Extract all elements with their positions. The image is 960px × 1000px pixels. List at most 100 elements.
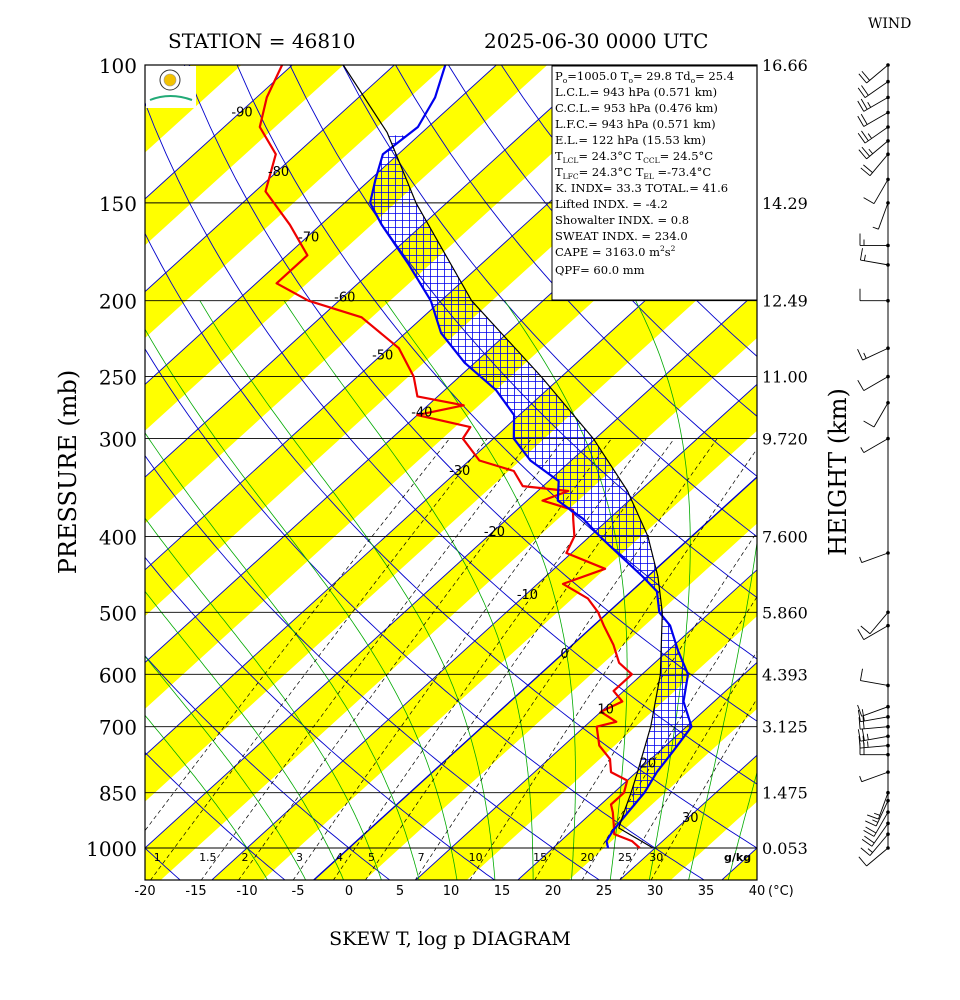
- wind-barb-half-feather: [872, 819, 879, 823]
- isotherm-label: -40: [411, 406, 432, 421]
- wind-barb: [859, 668, 890, 688]
- cape-hatched-area: [371, 135, 692, 828]
- mixing-ratio-label: 1: [154, 851, 161, 864]
- wind-barb-feather: [861, 709, 865, 722]
- wind-barb-staff: [871, 823, 889, 847]
- wind-barb-half-feather: [868, 148, 874, 155]
- wind-barb-staff: [860, 259, 889, 266]
- wind-barb-feather: [865, 826, 877, 834]
- height-tick-label: 9.720: [762, 430, 808, 449]
- dewpoint-line: [369, 65, 693, 849]
- wind-barb: [859, 742, 890, 757]
- mixing-ratio-label: 2: [242, 851, 249, 864]
- wind-barb: [859, 248, 890, 267]
- yellow-band: [145, 65, 344, 246]
- isotherm-label: 20: [640, 757, 657, 772]
- mixing-ratio-line: [332, 438, 647, 880]
- height-tick-label: 0.053: [762, 839, 808, 858]
- stat-tlcl-tccl: TLCL= 24.3°C TCCL= 24.5°C: [555, 149, 713, 165]
- wind-barb-feather: [860, 167, 871, 177]
- wind-barb-dot: [886, 110, 890, 115]
- wind-barb-staff: [878, 202, 889, 230]
- mixing-ratio-label: 1.5: [199, 851, 217, 864]
- wind-barb-half-feather: [859, 775, 863, 782]
- station-logo: [146, 66, 196, 108]
- mixing-ratio-line: [145, 438, 450, 832]
- moist-adiabat-line: [145, 328, 458, 880]
- wind-barb-staff: [866, 847, 889, 867]
- temperature-tick-label: -20: [134, 884, 155, 899]
- wind-barb-feather: [858, 73, 867, 84]
- height-tick-label: 14.29: [762, 194, 808, 213]
- moist-adiabat-line: [145, 655, 307, 880]
- wind-barb-half-feather: [866, 733, 869, 740]
- pressure-tick-label: 150: [99, 192, 137, 216]
- pressure-tick-label: 400: [99, 525, 137, 549]
- pressure-tick-label: 600: [99, 663, 137, 687]
- wind-barb-feather: [862, 716, 865, 729]
- wind-barb: [863, 177, 890, 205]
- isotherm-line: [925, 48, 960, 881]
- wind-barb-feather: [858, 736, 861, 749]
- wind-barb-staff: [861, 771, 889, 783]
- moist-adiabat-line: [145, 517, 382, 880]
- wind-barb-feather: [860, 847, 871, 856]
- wind-barb-feather: [859, 248, 863, 261]
- mixing-unit-label: g/kg: [724, 851, 751, 864]
- wind-barb-feather: [857, 704, 863, 717]
- wind-barb: [866, 790, 890, 820]
- temperature-tick-label: 10: [443, 884, 460, 899]
- wind-barb-staff: [869, 833, 889, 856]
- wind-barb-staff: [862, 347, 889, 361]
- wind-barb-staff: [860, 726, 889, 730]
- moist-adiabat-line: [283, 300, 534, 880]
- wind-barb-staff: [864, 81, 889, 99]
- mixing-ratio-label: 30: [649, 851, 663, 864]
- pressure-axis-label: PRESSURE (mb): [54, 370, 82, 575]
- wind-barb-feather: [858, 856, 867, 867]
- pressure-tick-label: 100: [99, 54, 137, 78]
- isotherm-label: -50: [372, 349, 393, 364]
- moist-adiabat-line: [145, 590, 345, 880]
- wind-barb: [860, 152, 890, 177]
- wind-barb-staff: [861, 552, 889, 564]
- mixing-ratio-label: 5: [368, 851, 375, 864]
- temperature-line: [258, 65, 641, 849]
- isotherm-label: -90: [231, 106, 252, 121]
- wind-barb-feather: [857, 87, 866, 98]
- moist-adiabat-line: [145, 432, 420, 880]
- stat-tlfc-tel: TLFC= 24.3°C TEL =-73.4°C: [555, 165, 711, 181]
- wind-barb-staff: [878, 792, 889, 820]
- stat-sweat: SWEAT INDX. = 234.0: [555, 229, 688, 243]
- wind-barb-feather: [861, 70, 870, 81]
- isotherm-line: [145, 65, 293, 200]
- wind-barb: [858, 139, 890, 160]
- wind-barb-half-feather: [860, 447, 865, 453]
- dry-adiabat-line: [765, 65, 960, 880]
- wind-barb-half-feather: [867, 741, 869, 748]
- isotherm-label: 0: [560, 647, 568, 662]
- pressure-tick-label: 700: [99, 716, 137, 740]
- temperature-tick-label: 40: [749, 884, 766, 899]
- wind-barb-half-feather: [867, 133, 872, 139]
- wind-barb-staff: [864, 126, 889, 144]
- stat-kindex: K. INDX= 33.3 TOTAL.= 41.6: [555, 181, 728, 195]
- wind-barb-staff: [860, 716, 889, 723]
- height-tick-labels: 0.053 1.475 3.125 4.393 5.860 7.600 9.720 11.00…: [762, 56, 808, 858]
- wind-barb: [857, 709, 890, 723]
- wind-barb-feather: [857, 629, 865, 640]
- temperature-tick-label: 15: [494, 884, 511, 899]
- mixing-ratio-label: 4: [336, 851, 343, 864]
- isotherm-label: 30: [682, 811, 699, 826]
- wind-barb: [859, 551, 890, 564]
- mixing-ratio-label: 25: [618, 851, 632, 864]
- height-tick-label: 3.125: [762, 718, 808, 737]
- wind-barb-staff: [869, 153, 889, 176]
- temperature-tick-label: 30: [647, 884, 664, 899]
- stat-lcl: L.C.L.= 943 hPa (0.571 km): [555, 85, 717, 99]
- wind-barb-staff: [866, 140, 889, 160]
- stat-el: E.L.= 122 hPa (15.53 km): [555, 133, 706, 147]
- moist-adiabat-lines: [145, 300, 757, 880]
